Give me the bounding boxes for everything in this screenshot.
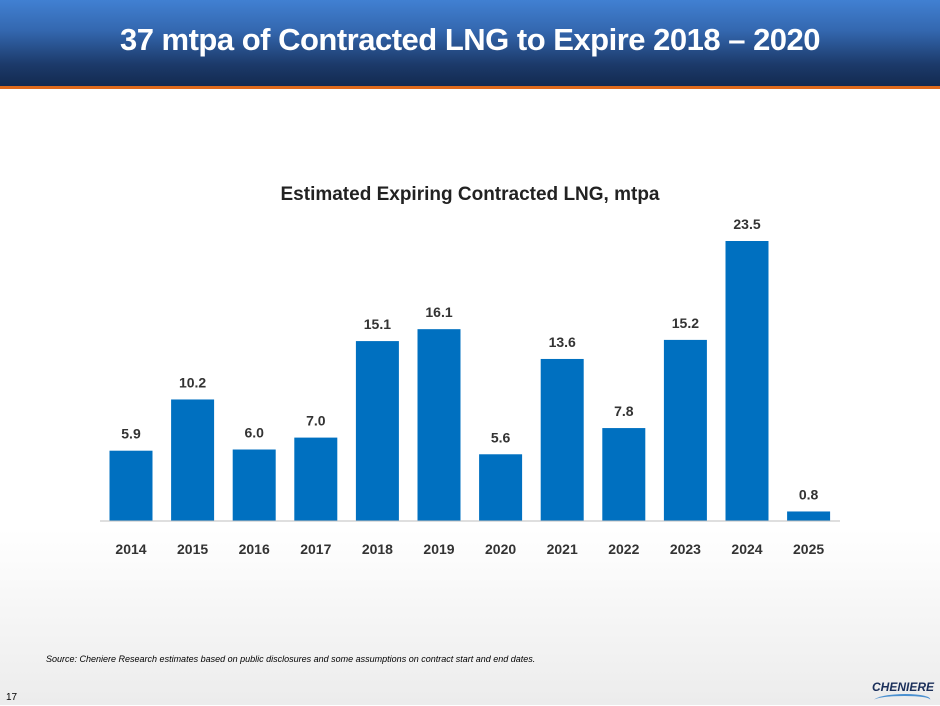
x-tick-label: 2018 xyxy=(362,541,393,557)
x-tick-label: 2019 xyxy=(423,541,454,557)
chart-title: Estimated Expiring Contracted LNG, mtpa xyxy=(281,184,660,205)
x-tick-label: 2014 xyxy=(115,541,146,557)
data-label: 5.6 xyxy=(491,429,511,445)
bar-2025 xyxy=(787,511,831,521)
x-tick-label: 2025 xyxy=(793,541,824,557)
slide-title: 37 mtpa of Contracted LNG to Expire 2018… xyxy=(119,22,821,57)
bar-2022 xyxy=(602,428,646,521)
bar-2019 xyxy=(417,329,461,521)
bar-2023 xyxy=(663,339,707,521)
header-bar xyxy=(0,0,940,86)
data-label: 15.1 xyxy=(364,316,391,332)
data-label: 16.1 xyxy=(425,304,452,320)
cheniere-logo: CHENIERE xyxy=(872,680,935,694)
bar-2024 xyxy=(725,241,769,521)
data-label: 10.2 xyxy=(179,374,206,390)
data-label: 15.2 xyxy=(672,315,699,331)
bar-2020 xyxy=(479,454,523,521)
bar-2014 xyxy=(109,450,153,521)
source-note: Source: Cheniere Research estimates base… xyxy=(46,654,536,664)
x-tick-label: 2016 xyxy=(239,541,270,557)
bar-2021 xyxy=(540,358,584,521)
page-number: 17 xyxy=(6,692,18,703)
data-label: 0.8 xyxy=(799,486,819,502)
data-label: 6.0 xyxy=(244,425,264,441)
x-tick-label: 2020 xyxy=(485,541,516,557)
data-label: 7.0 xyxy=(306,413,326,429)
logo-wave-icon xyxy=(870,694,934,706)
data-label: 13.6 xyxy=(549,334,576,350)
data-label: 7.8 xyxy=(614,403,634,419)
x-tick-label: 2022 xyxy=(608,541,639,557)
x-tick-label: 2024 xyxy=(731,541,762,557)
bar-2016 xyxy=(232,449,276,521)
bar-2018 xyxy=(355,341,399,521)
x-tick-label: 2017 xyxy=(300,541,331,557)
bar-2015 xyxy=(171,399,215,521)
header-accent-line xyxy=(0,86,940,89)
x-tick-label: 2021 xyxy=(547,541,578,557)
bar-2017 xyxy=(294,437,338,521)
data-label: 23.5 xyxy=(733,216,760,232)
data-label: 5.9 xyxy=(121,426,141,442)
x-tick-label: 2015 xyxy=(177,541,208,557)
x-tick-label: 2023 xyxy=(670,541,701,557)
